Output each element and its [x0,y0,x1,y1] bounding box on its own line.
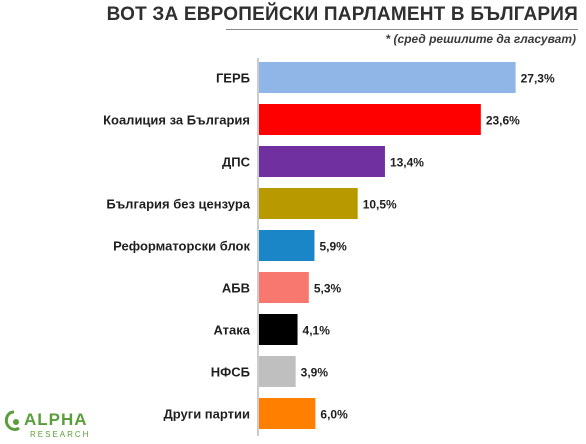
alpha-research-logo: ALPHA RESEARCH [4,408,114,442]
chart-subtitle: * (сред решилите да гласуват) [385,32,576,46]
logo-mark-icon [4,410,20,431]
category-label: ГЕРБ [216,71,250,86]
chart-title: ВОТ ЗА ЕВРОПЕЙСКИ ПАРЛАМЕНТ В БЪЛГАРИЯ [106,4,578,25]
category-label: АБВ [222,281,250,296]
bar [259,146,385,177]
bar [259,230,315,261]
data-label: 27,3% [521,72,555,86]
data-label: 10,5% [363,198,397,212]
category-label: България без цензура [106,197,250,212]
bar [259,62,516,93]
category-label: Коалиция за България [103,113,250,128]
data-label: 3,9% [301,366,329,380]
category-label: НФСБ [211,365,250,380]
data-label: 13,4% [390,156,424,170]
bar [259,188,358,219]
title-divider [226,29,578,30]
logo-text: ALPHA [24,410,88,429]
category-label: Други партии [164,407,250,422]
data-label: 4,1% [303,324,331,338]
category-label: ДПС [222,155,251,170]
bar [259,398,316,429]
logo-subtext: RESEARCH [30,430,91,439]
data-label: 5,9% [319,240,347,254]
data-label: 23,6% [486,114,520,128]
bar [259,356,296,387]
bar [259,314,298,345]
category-label: Атака [213,323,250,338]
data-label: 5,3% [314,282,342,296]
bar [259,272,309,303]
category-label: Реформаторски блок [113,239,250,254]
bar [259,104,481,135]
data-label: 6,0% [320,408,348,422]
